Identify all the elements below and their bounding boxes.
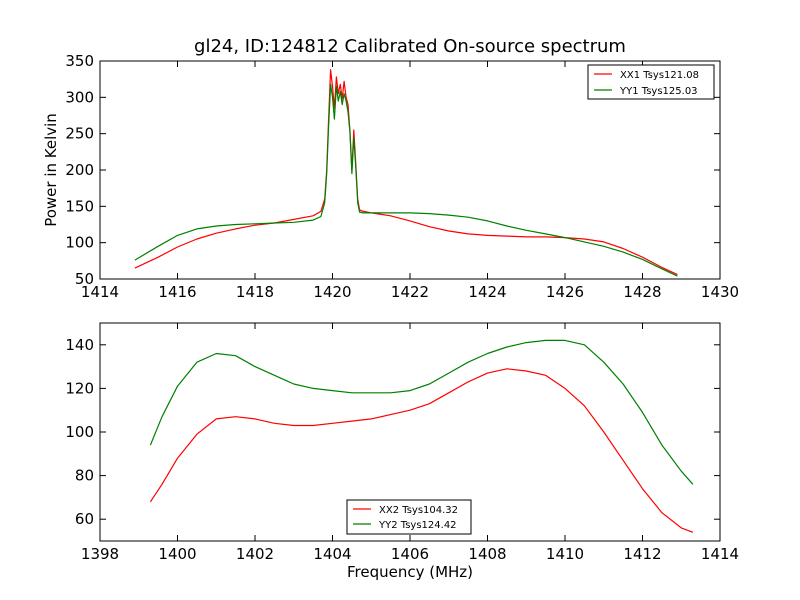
bottom-legend-label-xx2: XX2 Tsys104.32 xyxy=(379,505,458,516)
bottom-plot-lines xyxy=(149,339,694,533)
top-y-axis-label: Power in Kelvin xyxy=(42,113,60,227)
bottom-x-tick-label: 1410 xyxy=(546,545,584,563)
top-legend-label-yy1: YY1 Tsys125.03 xyxy=(619,86,698,97)
bottom-series-yy2-line xyxy=(149,339,694,485)
top-x-tick-label: 1420 xyxy=(313,283,351,301)
bottom-legend-label-yy2: YY2 Tsys124.42 xyxy=(378,520,457,531)
top-y-tick-label: 250 xyxy=(65,125,94,143)
bottom-y-tick-label: 100 xyxy=(65,423,94,441)
bottom-x-tick-label: 1414 xyxy=(701,545,739,563)
top-y-tick-label: 50 xyxy=(75,270,94,288)
top-legend: XX1 Tsys121.08 YY1 Tsys125.03 xyxy=(587,64,715,100)
top-y-tick-label: 300 xyxy=(65,88,94,106)
bottom-x-tick-label: 1406 xyxy=(391,545,429,563)
top-ticks: 1414 1416 1418 1420 1422 1424 1426 1428 1430 50 10… xyxy=(65,52,739,301)
bottom-legend: XX2 Tsys104.32 YY2 Tsys124.42 xyxy=(346,499,472,535)
top-panel: 1414 1416 1418 1420 1422 1424 1426 1428 1430 50 10… xyxy=(42,52,739,301)
bottom-x-axis-label: Frequency (MHz) xyxy=(347,563,473,581)
top-legend-box xyxy=(587,64,715,100)
top-x-tick-label: 1416 xyxy=(158,283,196,301)
top-x-tick-label: 1424 xyxy=(468,283,506,301)
top-x-tick-label: 1414 xyxy=(81,283,119,301)
bottom-x-tick-label: 1400 xyxy=(158,545,196,563)
top-y-tick-label: 100 xyxy=(65,234,94,252)
bottom-x-tick-label: 1408 xyxy=(468,545,506,563)
top-series-xx1-line xyxy=(134,69,678,276)
bottom-x-tick-label: 1402 xyxy=(236,545,274,563)
bottom-y-tick-label: 140 xyxy=(65,336,94,354)
bottom-y-tick-label: 60 xyxy=(75,510,94,528)
bottom-x-tick-label: 1398 xyxy=(81,545,119,563)
top-legend-label-xx1: XX1 Tsys121.08 xyxy=(620,70,699,81)
top-y-tick-label: 350 xyxy=(65,52,94,70)
figure-title: gl24, ID:124812 Calibrated On-source spe… xyxy=(194,36,626,57)
top-y-tick-label: 200 xyxy=(65,161,94,179)
top-x-tick-label: 1426 xyxy=(546,283,584,301)
top-x-tick-label: 1422 xyxy=(391,283,429,301)
top-plot-lines xyxy=(134,69,678,277)
top-x-tick-label: 1418 xyxy=(236,283,274,301)
bottom-series-xx2-line xyxy=(149,368,694,533)
bottom-x-tick-label: 1404 xyxy=(313,545,351,563)
bottom-y-tick-label: 80 xyxy=(75,467,94,485)
bottom-legend-box xyxy=(346,499,472,535)
bottom-y-tick-label: 120 xyxy=(65,379,94,397)
bottom-x-tick-label: 1412 xyxy=(623,545,661,563)
top-series-yy1-line xyxy=(134,83,678,277)
top-y-tick-label: 150 xyxy=(65,197,94,215)
bottom-panel: 1398 1400 1402 1404 1406 1408 1410 1412 1414 60 80… xyxy=(65,322,739,581)
top-x-tick-label: 1428 xyxy=(623,283,661,301)
top-x-tick-label: 1430 xyxy=(701,283,739,301)
bottom-ticks: 1398 1400 1402 1404 1406 1408 1410 1412 1414 60 80… xyxy=(65,323,739,563)
